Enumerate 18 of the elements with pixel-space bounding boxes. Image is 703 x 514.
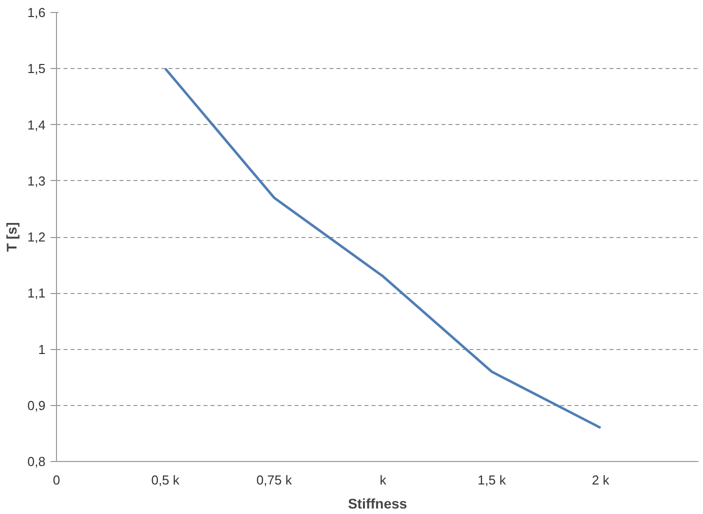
x-tick-label: 2 k xyxy=(592,472,610,488)
x-axis-title: Stiffness xyxy=(348,496,408,512)
y-axis-title: T [s] xyxy=(3,222,20,252)
x-tick-label: k xyxy=(380,472,387,488)
y-tick-label: 1,2 xyxy=(27,230,46,244)
y-tick-label: 1,6 xyxy=(27,5,46,20)
line-series xyxy=(164,67,602,430)
y-tick-label: 1,3 xyxy=(27,173,46,188)
y-tick-label: 1,1 xyxy=(27,286,46,301)
y-tick-label: 1,5 xyxy=(27,61,46,76)
x-tick-label: 0,5 k xyxy=(151,472,180,488)
y-tick-label: 1 xyxy=(38,342,46,357)
x-tick-label: 1,5 k xyxy=(478,472,506,488)
y-tick-label: 1,4 xyxy=(27,117,46,132)
y-tick-label: 0,9 xyxy=(27,398,46,413)
x-tick-label: 0,75 k xyxy=(256,472,292,488)
x-tick-label: 0 xyxy=(52,472,60,488)
y-tick-label: 0,8 xyxy=(27,454,46,469)
